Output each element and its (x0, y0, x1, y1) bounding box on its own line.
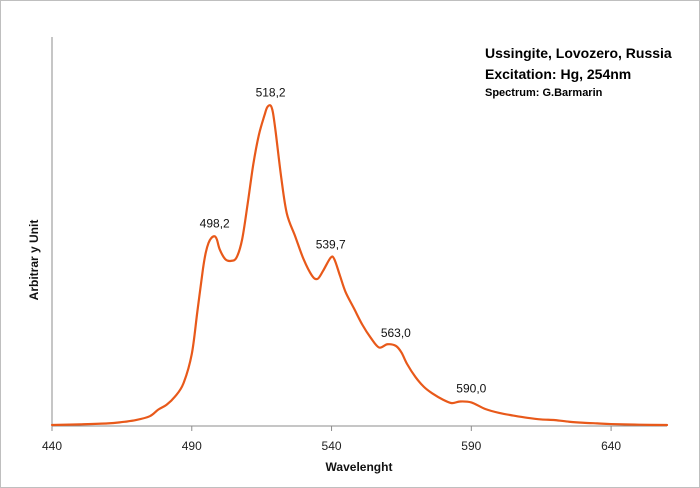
chart-subtitle: Spectrum: G.Barmarin (485, 87, 603, 99)
chart-title-line-1: Ussingite, Lovozero, Russia (485, 45, 672, 61)
peak-label: 518,2 (256, 86, 286, 100)
spectrum-line (50, 104, 669, 427)
x-ticks (51, 426, 612, 431)
peak-labels: 498,2 518,2 539,7 563,0 590,0 (200, 86, 487, 396)
x-tick-label: 640 (601, 439, 621, 453)
x-tick-label: 440 (42, 439, 62, 453)
peak-label: 539,7 (316, 238, 346, 252)
chart-title-line-2: Excitation: Hg, 254nm (485, 66, 631, 82)
x-tick-label: 540 (322, 439, 342, 453)
x-tick-label: 590 (461, 439, 481, 453)
x-tick-labels: 440 490 540 590 640 (42, 439, 621, 453)
peak-label: 563,0 (381, 326, 411, 340)
peak-label: 498,2 (200, 216, 230, 230)
x-axis-title: Wavelenght (326, 460, 393, 474)
x-tick-label: 490 (182, 439, 202, 453)
y-axis-title: Arbitrar y Unit (27, 220, 41, 301)
peak-label: 590,0 (456, 381, 486, 395)
